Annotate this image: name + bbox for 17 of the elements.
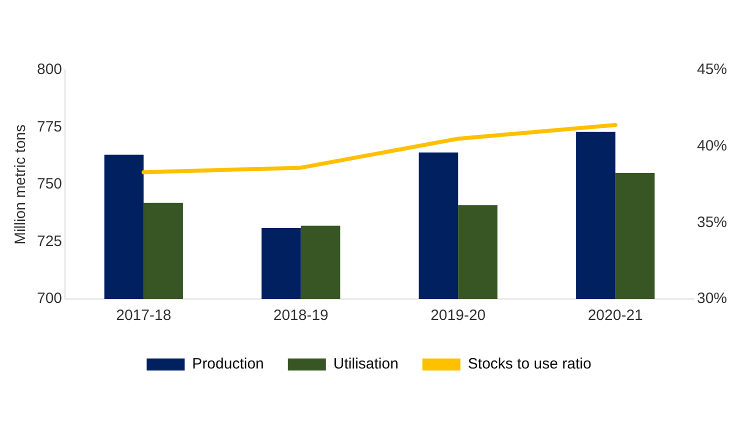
y2-tick-label: 45% bbox=[696, 61, 728, 78]
x-tick-label: 2017-18 bbox=[116, 307, 172, 324]
y-tick-label: 725 bbox=[36, 232, 62, 250]
x-tick-label: 2020-21 bbox=[588, 307, 643, 324]
y2-tick-label: 30% bbox=[696, 290, 728, 308]
y2-tick-label: 35% bbox=[696, 214, 728, 231]
legend-label: Utilisation bbox=[333, 356, 398, 373]
y-axis-title: Million metric tons bbox=[12, 124, 30, 245]
x-tick-label: 2018-19 bbox=[273, 307, 328, 324]
y2-tick-label: 40% bbox=[696, 137, 728, 154]
y-tick-label: 800 bbox=[36, 61, 62, 78]
y-tick-label: 700 bbox=[36, 290, 62, 308]
y-tick-label: 775 bbox=[36, 118, 62, 136]
y-tick-label: 750 bbox=[36, 176, 62, 193]
x-tick-label: 2019-20 bbox=[430, 307, 486, 324]
legend-label: Production bbox=[192, 356, 264, 373]
legend-label: Stocks to use ratio bbox=[468, 356, 592, 373]
